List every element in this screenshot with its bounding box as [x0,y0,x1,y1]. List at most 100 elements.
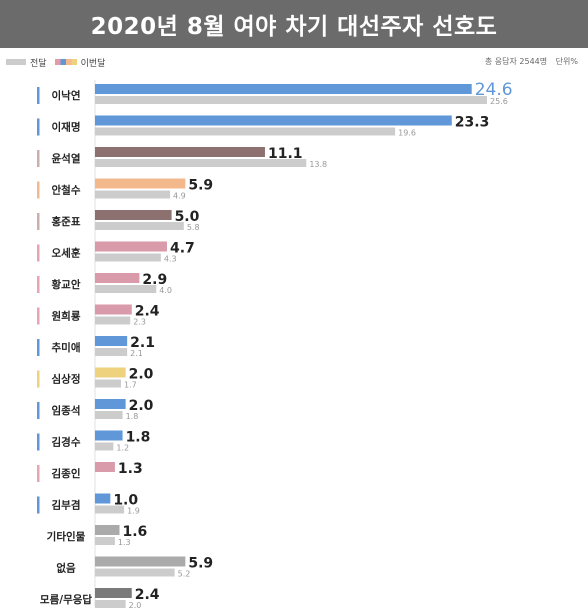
category-marker [37,276,40,293]
current-value-label: 5.0 [175,209,200,225]
previous-bar [95,568,175,577]
current-value-label: 2.0 [129,367,154,383]
previous-value-label: 4.3 [164,255,177,264]
current-bar [95,304,132,315]
previous-bar [95,600,126,608]
category-marker [37,213,40,230]
current-bar [95,430,123,441]
previous-bar [95,348,128,356]
category-label: 추미애 [52,341,81,354]
current-bar [95,525,120,535]
category-marker [37,402,40,419]
previous-value-label: 4.9 [173,192,186,201]
previous-bar [95,222,184,230]
current-value-label: 5.9 [188,178,213,194]
previous-value-label: 5.8 [187,223,200,232]
category-marker [37,181,40,199]
category-label: 임종석 [52,404,81,417]
current-value-label: 2.1 [130,335,155,351]
previous-value-label: 19.6 [398,129,416,138]
category-label: 이재명 [52,121,81,134]
previous-value-label: 1.2 [116,444,129,453]
previous-bar [95,537,115,545]
category-label: 심상정 [52,373,81,386]
category-label: 김종인 [52,467,81,480]
previous-bar [95,411,123,419]
current-value-label: 23.3 [455,115,490,131]
current-bar [95,273,140,283]
unit-text: 단위% [555,57,578,66]
previous-value-label: 2.0 [129,601,142,610]
category-marker [37,496,40,514]
category-marker [37,465,40,482]
category-label: 없음 [56,562,76,575]
previous-value-label: 1.7 [124,381,137,390]
category-label: 김부겸 [52,500,81,512]
category-label: 원희룡 [52,310,81,323]
previous-bar [95,127,396,136]
category-marker [37,307,40,325]
previous-bar [95,159,307,167]
current-bar [95,493,111,504]
previous-bar [95,96,487,104]
current-value-label: 1.3 [118,461,143,477]
current-value-label: 2.4 [135,587,160,603]
previous-value-label: 2.1 [130,349,143,358]
category-marker [37,150,40,167]
previous-value-label: 25.6 [490,97,508,106]
legend: 전달 이번달 [6,56,106,69]
category-marker [37,87,40,104]
sample-size-text: 총 응답자 2544명 [484,57,548,66]
category-label: 오세훈 [52,247,81,260]
current-bar [95,556,186,567]
previous-value-label: 1.8 [126,412,139,421]
category-label: 윤석열 [52,152,81,165]
legend-current-label: 이번달 [80,58,106,69]
previous-bar [95,190,171,199]
current-bar [95,147,265,157]
previous-value-label: 5.2 [178,570,191,579]
previous-bar [95,316,131,325]
previous-bar [95,442,114,451]
current-bar [95,399,126,409]
current-bar [95,241,167,252]
current-value-label: 4.7 [170,241,195,257]
category-label: 안철수 [52,184,81,197]
current-value-label: 1.8 [126,430,151,446]
current-bar [95,178,186,189]
current-value-label: 1.0 [113,493,138,509]
previous-bar [95,379,122,388]
previous-bar [95,505,125,514]
category-marker [37,370,40,388]
category-marker [37,118,40,136]
category-label: 황교안 [52,278,81,291]
category-label: 모름/무응답 [40,594,92,606]
previous-bar [95,285,157,293]
current-bar [95,84,472,94]
category-label: 홍준표 [52,215,81,228]
current-bar [95,210,172,220]
current-value-label: 2.9 [142,272,167,288]
current-value-label: 5.9 [188,556,213,572]
previous-bar [95,253,161,262]
current-value-label: 24.6 [475,80,513,100]
previous-value-label: 1.3 [118,538,131,547]
legend-previous-swatch [6,59,26,65]
current-value-label: 1.6 [123,524,148,540]
previous-value-label: 4.0 [159,286,172,295]
current-bar [95,115,452,126]
current-bar [95,462,115,472]
legend-previous-label: 전달 [30,58,47,69]
current-bar [95,588,132,598]
current-value-label: 2.0 [129,398,154,414]
previous-value-label: 13.8 [309,160,327,169]
category-label: 기타인물 [47,530,86,543]
category-marker [37,244,40,262]
category-label: 김경수 [52,436,81,449]
category-marker [37,433,40,451]
current-value-label: 2.4 [135,304,160,320]
legend-current-swatch [54,59,77,65]
chart-title: 2020년 8월 여야 차기 대선주자 선호도 [0,0,588,48]
category-label: 이낙연 [52,89,81,102]
survey-meta: 총 응답자 2544명 단위% [479,56,578,67]
